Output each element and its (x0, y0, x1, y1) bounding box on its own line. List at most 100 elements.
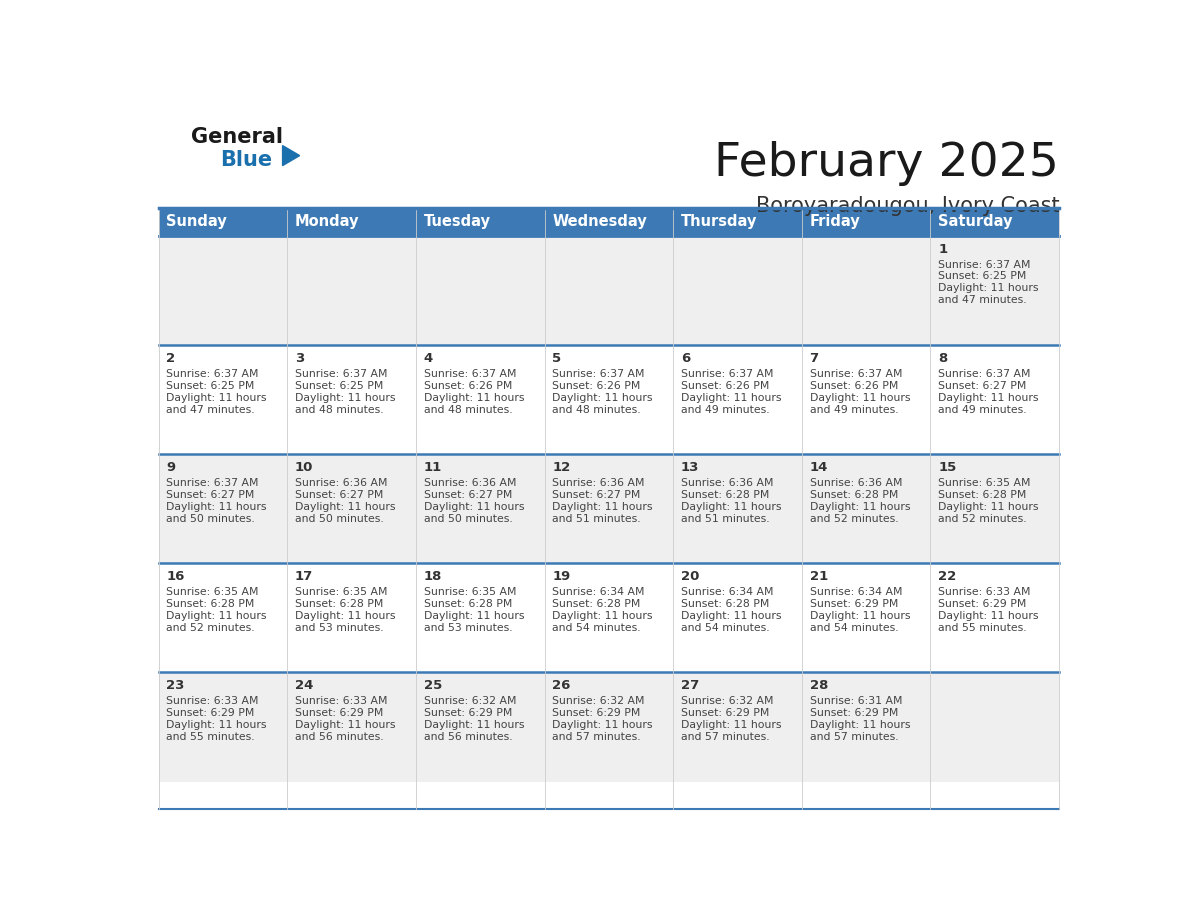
Text: Wednesday: Wednesday (552, 214, 647, 230)
Text: Sunrise: 6:33 AM: Sunrise: 6:33 AM (166, 696, 259, 706)
Bar (544, 564, 674, 672)
Text: 28: 28 (809, 679, 828, 692)
Text: Daylight: 11 hours: Daylight: 11 hours (552, 720, 652, 730)
Text: Sunset: 6:29 PM: Sunset: 6:29 PM (552, 708, 640, 718)
Text: Blue: Blue (221, 151, 273, 170)
Bar (930, 345, 1060, 454)
Text: and 50 minutes.: and 50 minutes. (424, 514, 512, 523)
Text: 22: 22 (939, 570, 956, 583)
Text: Sunrise: 6:37 AM: Sunrise: 6:37 AM (166, 478, 259, 487)
Text: Daylight: 11 hours: Daylight: 11 hours (295, 720, 396, 730)
Bar (544, 208, 674, 236)
Text: Sunset: 6:29 PM: Sunset: 6:29 PM (681, 708, 770, 718)
Text: Sunset: 6:28 PM: Sunset: 6:28 PM (809, 490, 898, 499)
Text: Sunrise: 6:31 AM: Sunrise: 6:31 AM (809, 696, 902, 706)
Bar (287, 345, 416, 454)
Text: Sunset: 6:27 PM: Sunset: 6:27 PM (295, 490, 384, 499)
Text: 12: 12 (552, 461, 570, 474)
Bar (158, 564, 287, 672)
Text: Daylight: 11 hours: Daylight: 11 hours (552, 502, 652, 511)
Bar (158, 208, 287, 236)
Text: and 48 minutes.: and 48 minutes. (295, 405, 384, 415)
Text: Daylight: 11 hours: Daylight: 11 hours (809, 393, 910, 403)
Text: and 49 minutes.: and 49 minutes. (809, 405, 898, 415)
Bar (802, 564, 930, 672)
Text: Sunset: 6:27 PM: Sunset: 6:27 PM (424, 490, 512, 499)
Text: Sunset: 6:26 PM: Sunset: 6:26 PM (809, 381, 898, 391)
Bar (158, 345, 287, 454)
Polygon shape (283, 146, 299, 165)
Text: and 55 minutes.: and 55 minutes. (166, 732, 255, 742)
Text: Daylight: 11 hours: Daylight: 11 hours (295, 393, 396, 403)
Bar (802, 208, 930, 236)
Text: Sunrise: 6:37 AM: Sunrise: 6:37 AM (939, 369, 1031, 379)
Text: and 54 minutes.: and 54 minutes. (809, 623, 898, 633)
Text: 25: 25 (424, 679, 442, 692)
Text: and 57 minutes.: and 57 minutes. (809, 732, 898, 742)
Text: Sunset: 6:29 PM: Sunset: 6:29 PM (424, 708, 512, 718)
Text: 19: 19 (552, 570, 570, 583)
Text: Friday: Friday (809, 214, 860, 230)
Bar (416, 208, 544, 236)
Text: and 50 minutes.: and 50 minutes. (166, 514, 255, 523)
Text: Sunrise: 6:34 AM: Sunrise: 6:34 AM (552, 588, 645, 597)
Bar (930, 236, 1060, 345)
Bar (930, 208, 1060, 236)
Text: Sunrise: 6:35 AM: Sunrise: 6:35 AM (939, 478, 1031, 487)
Text: Sunset: 6:29 PM: Sunset: 6:29 PM (809, 708, 898, 718)
Text: Sunrise: 6:34 AM: Sunrise: 6:34 AM (681, 588, 773, 597)
Text: Sunset: 6:25 PM: Sunset: 6:25 PM (939, 272, 1026, 282)
Bar (416, 672, 544, 781)
Text: and 47 minutes.: and 47 minutes. (939, 296, 1026, 306)
Text: Sunset: 6:28 PM: Sunset: 6:28 PM (424, 599, 512, 609)
Text: 7: 7 (809, 352, 819, 364)
Text: 11: 11 (424, 461, 442, 474)
Text: 9: 9 (166, 461, 176, 474)
Text: Daylight: 11 hours: Daylight: 11 hours (939, 502, 1038, 511)
Text: Daylight: 11 hours: Daylight: 11 hours (424, 502, 524, 511)
Text: 8: 8 (939, 352, 948, 364)
Text: Sunrise: 6:37 AM: Sunrise: 6:37 AM (295, 369, 387, 379)
Text: 27: 27 (681, 679, 700, 692)
Text: Daylight: 11 hours: Daylight: 11 hours (166, 611, 267, 621)
Text: Sunset: 6:29 PM: Sunset: 6:29 PM (939, 599, 1026, 609)
Text: Sunrise: 6:32 AM: Sunrise: 6:32 AM (552, 696, 645, 706)
Bar (158, 672, 287, 781)
Bar (674, 454, 802, 564)
Text: Sunset: 6:28 PM: Sunset: 6:28 PM (681, 599, 770, 609)
Bar (930, 564, 1060, 672)
Text: 3: 3 (295, 352, 304, 364)
Bar (674, 564, 802, 672)
Text: Daylight: 11 hours: Daylight: 11 hours (939, 393, 1038, 403)
Text: Sunrise: 6:32 AM: Sunrise: 6:32 AM (424, 696, 516, 706)
Text: and 51 minutes.: and 51 minutes. (681, 514, 770, 523)
Text: Sunset: 6:28 PM: Sunset: 6:28 PM (939, 490, 1026, 499)
Text: and 51 minutes.: and 51 minutes. (552, 514, 640, 523)
Text: Daylight: 11 hours: Daylight: 11 hours (424, 720, 524, 730)
Text: Sunrise: 6:37 AM: Sunrise: 6:37 AM (681, 369, 773, 379)
Text: Daylight: 11 hours: Daylight: 11 hours (424, 611, 524, 621)
Text: Sunset: 6:28 PM: Sunset: 6:28 PM (681, 490, 770, 499)
Text: Daylight: 11 hours: Daylight: 11 hours (939, 611, 1038, 621)
Bar (416, 454, 544, 564)
Text: General: General (191, 127, 283, 147)
Bar (544, 345, 674, 454)
Text: and 47 minutes.: and 47 minutes. (166, 405, 255, 415)
Text: and 53 minutes.: and 53 minutes. (295, 623, 384, 633)
Bar (158, 454, 287, 564)
Text: Sunset: 6:28 PM: Sunset: 6:28 PM (166, 599, 254, 609)
Text: Boroyaradougou, Ivory Coast: Boroyaradougou, Ivory Coast (756, 196, 1060, 217)
Bar (802, 672, 930, 781)
Text: 24: 24 (295, 679, 314, 692)
Text: 6: 6 (681, 352, 690, 364)
Text: 2: 2 (166, 352, 176, 364)
Text: and 56 minutes.: and 56 minutes. (424, 732, 512, 742)
Text: Sunset: 6:27 PM: Sunset: 6:27 PM (939, 381, 1026, 391)
Bar (674, 672, 802, 781)
Text: Sunrise: 6:36 AM: Sunrise: 6:36 AM (809, 478, 902, 487)
Text: Daylight: 11 hours: Daylight: 11 hours (424, 393, 524, 403)
Bar (802, 236, 930, 345)
Text: 17: 17 (295, 570, 314, 583)
Text: Sunrise: 6:33 AM: Sunrise: 6:33 AM (295, 696, 387, 706)
Text: Sunrise: 6:36 AM: Sunrise: 6:36 AM (681, 478, 773, 487)
